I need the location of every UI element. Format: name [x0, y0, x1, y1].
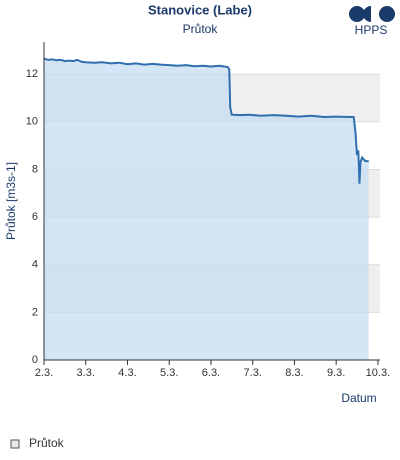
x-tick-label: 2.3.	[35, 367, 53, 379]
x-tick-label: 6.3.	[202, 367, 220, 379]
legend-swatch	[10, 439, 20, 449]
x-tick-label: 9.3.	[327, 367, 345, 379]
chart-title: Stanovice (Labe)	[148, 2, 252, 17]
y-tick-label: 10	[26, 116, 38, 128]
x-tick-label: 3.3.	[77, 367, 95, 379]
y-tick-label: 2	[32, 306, 38, 318]
x-tick-label: 7.3.	[244, 367, 262, 379]
x-tick-label: 10.3.	[366, 367, 390, 379]
x-tick-label: 4.3.	[118, 367, 136, 379]
y-tick-label: 4	[32, 259, 38, 271]
y-tick-label: 8	[32, 163, 38, 175]
y-tick-label: 0	[32, 354, 38, 366]
line	[43, 57, 369, 184]
x-axis-label: Datum	[341, 391, 376, 405]
x-tick-label: 5.3.	[160, 367, 178, 379]
y-tick-label: 12	[26, 68, 38, 80]
x-tick-label: 8.3.	[285, 367, 303, 379]
chart-subtitle: Průtok	[183, 22, 219, 36]
area	[44, 58, 369, 360]
logo-text: HPPS	[355, 23, 388, 37]
legend-label: Průtok	[29, 436, 65, 450]
logo: HPPS	[349, 6, 395, 37]
y-axis-label: Průtok [m3s-1]	[4, 162, 18, 240]
legend: Průtok	[10, 436, 65, 450]
y-tick-label: 6	[32, 211, 38, 223]
